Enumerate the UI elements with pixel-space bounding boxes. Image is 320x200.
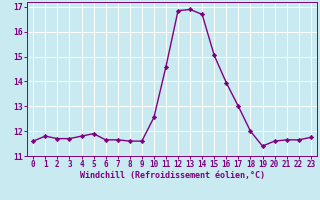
- X-axis label: Windchill (Refroidissement éolien,°C): Windchill (Refroidissement éolien,°C): [79, 171, 265, 180]
